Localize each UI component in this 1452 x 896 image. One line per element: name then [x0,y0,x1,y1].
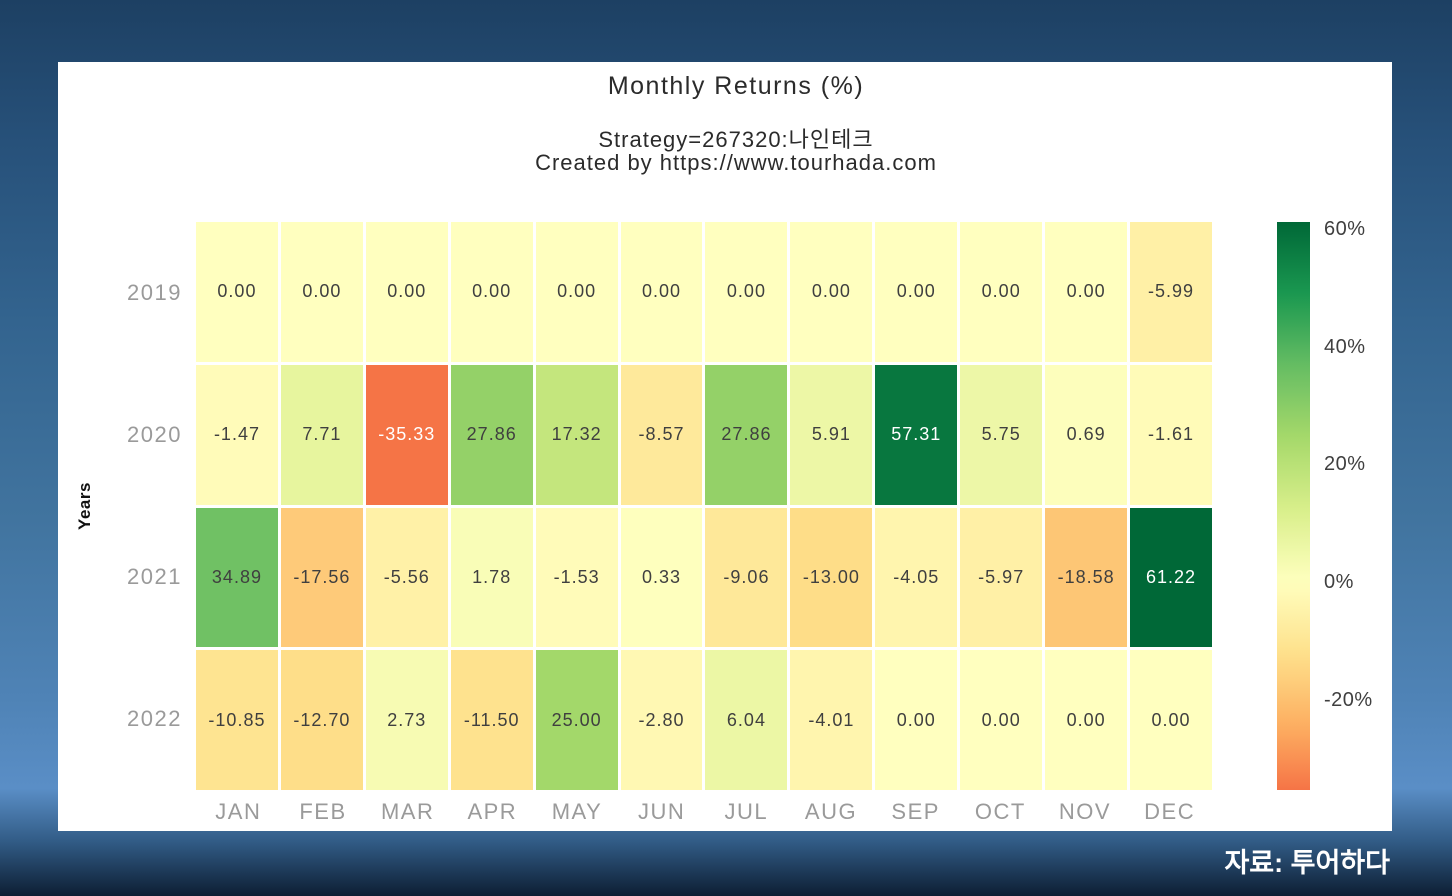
heatmap-cell: 0.00 [1130,650,1212,790]
source-watermark: 자료: 투어하다 [1224,848,1390,878]
heatmap-cell: 0.00 [960,650,1043,790]
chart-panel: Monthly Returns (%) Strategy=267320:나인테크… [58,62,1392,831]
heatmap-cell: 1.78 [450,507,533,648]
colorbar-tick-label: 20% [1324,453,1366,476]
heatmap-cell: -5.99 [1130,222,1212,362]
heatmap-cell: 0.00 [875,650,958,790]
y-axis-tick: 2020 [127,422,182,447]
heatmap-cell: -35.33 [365,364,448,505]
heatmap-cell: 0.00 [196,222,278,362]
x-axis-tick: JAN [215,799,262,824]
heatmap-cell: -5.97 [960,507,1043,648]
y-axis-tick: 2022 [127,706,182,731]
heatmap-cell: 0.00 [365,222,448,362]
colorbar-tick-label: 60% [1324,218,1366,241]
x-axis-tick: JUN [638,799,686,824]
heatmap-cell: 57.31 [875,364,958,505]
heatmap-cell: 34.89 [196,507,278,648]
heatmap-cell: 25.00 [535,650,618,790]
heatmap-cell: 0.00 [1045,222,1128,362]
heatmap-cell: -12.70 [280,650,363,790]
heatmap-cell: -9.06 [705,507,788,648]
heatmap-cell: 27.86 [705,364,788,505]
colorbar-tick-label: 40% [1324,335,1366,358]
heatmap-cell: 0.69 [1045,364,1128,505]
heatmap-cell: -18.58 [1045,507,1128,648]
heatmap-cell: 0.00 [280,222,363,362]
heatmap-cell: 0.00 [620,222,703,362]
x-axis-tick-labels: JAN FEB MAR APR MAY JUN JUL AUG SEP OCT NOV DEC [196,799,1212,825]
y-axis-tick: 2021 [127,564,182,589]
colorbar-gradient [1277,222,1310,790]
x-axis-tick: NOV [1058,799,1112,824]
heatmap-cell: 0.00 [1045,650,1128,790]
chart-subtitle-strategy: Strategy=267320:나인테크 [598,127,874,152]
heatmap-cell: -17.56 [280,507,363,648]
heatmap-cell: -13.00 [790,507,873,648]
x-axis-tick: FEB [299,799,347,824]
heatmap-cell: 6.04 [705,650,788,790]
heatmap-cell: 27.86 [450,364,533,505]
x-axis-tick: OCT [974,799,1026,824]
x-axis-tick: MAY [551,799,603,824]
heatmap-cell: 0.00 [875,222,958,362]
x-axis-tick: APR [467,799,518,824]
heatmap-cell: 17.32 [535,364,618,505]
heatmap-cell: -5.56 [365,507,448,648]
chart-subtitle-credit: Created by https://www.tourhada.com [535,150,937,175]
heatmap-cell: 0.00 [535,222,618,362]
x-axis-tick: MAR [380,799,435,824]
x-axis-tick: JUL [724,799,769,824]
heatmap-cell: 0.00 [960,222,1043,362]
heatmap-cell: -1.47 [196,364,278,505]
y-axis-tick: 2019 [127,280,182,305]
heatmap-cell: -1.61 [1130,364,1212,505]
heatmap-cell: -2.80 [620,650,703,790]
heatmap-cell: 61.22 [1130,507,1212,648]
chart-title: Monthly Returns (%) [607,72,865,100]
colorbar-tick-label: -20% [1324,688,1373,711]
heatmap-cell: 0.00 [705,222,788,362]
heatmap-cell: 0.33 [620,507,703,648]
x-axis-tick: SEP [891,799,940,824]
heatmap-cell: -4.01 [790,650,873,790]
x-axis-tick: DEC [1144,799,1196,824]
heatmap-grid: 0.00 0.00 0.00 0.00 0.00 0.00 0.00 0.00 0.00 0.00… [196,222,1212,790]
heatmap-cell: 0.00 [790,222,873,362]
heatmap-cell: 5.75 [960,364,1043,505]
heatmap-cell: 2.73 [365,650,448,790]
colorbar-tick-label: 0% [1324,571,1354,594]
heatmap-cell: -10.85 [196,650,278,790]
heatmap-cell: 5.91 [790,364,873,505]
heatmap-cell: 0.00 [450,222,533,362]
x-axis-tick: AUG [804,799,858,824]
heatmap-cell: -4.05 [875,507,958,648]
y-axis-tick-labels: 2019 2020 2021 2022 [58,222,182,790]
heatmap-cell: 7.71 [280,364,363,505]
heatmap-cell: -11.50 [450,650,533,790]
heatmap-cell: -1.53 [535,507,618,648]
heatmap-cell: -8.57 [620,364,703,505]
